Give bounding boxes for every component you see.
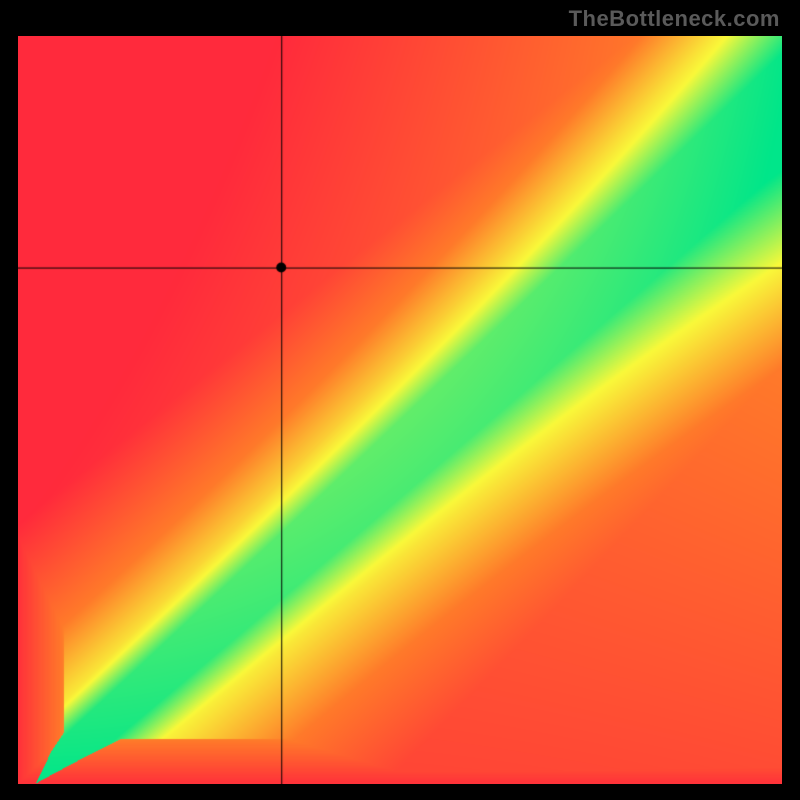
watermark-text: TheBottleneck.com <box>569 6 780 32</box>
chart-container: TheBottleneck.com <box>0 0 800 800</box>
heatmap-canvas <box>18 36 782 784</box>
heatmap-plot-area <box>18 36 782 784</box>
